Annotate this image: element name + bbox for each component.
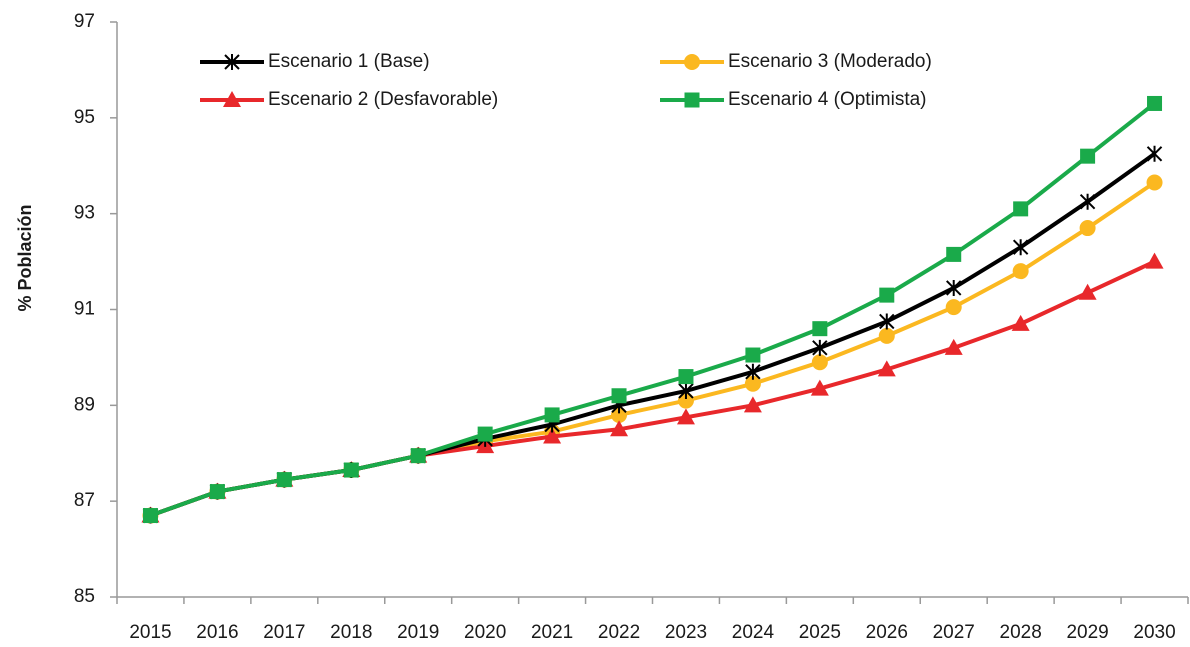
x-tick-label: 2022 <box>598 622 640 643</box>
marker <box>879 287 895 303</box>
y-tick-label: 97 <box>74 11 95 32</box>
marker <box>611 406 628 423</box>
series-line <box>149 101 1156 518</box>
marker <box>946 279 962 296</box>
marker <box>684 54 700 70</box>
legend-label: Escenario 4 (Optimista) <box>728 89 927 110</box>
y-tick-label: 85 <box>74 586 95 607</box>
marker <box>543 427 562 444</box>
marker <box>678 369 694 385</box>
marker <box>877 360 896 377</box>
marker <box>1079 220 1096 237</box>
legend-item: Escenario 3 (Moderado) <box>660 51 932 72</box>
y-tick-label: 91 <box>74 299 95 320</box>
y-axis-label: % Población <box>15 204 35 311</box>
x-tick-label: 2026 <box>866 622 908 643</box>
marker <box>610 420 629 437</box>
marker <box>879 313 895 330</box>
marker <box>410 448 426 464</box>
marker <box>343 462 359 478</box>
x-tick-label: 2025 <box>799 622 841 643</box>
marker <box>1078 283 1097 300</box>
x-tick-label: 2019 <box>397 622 439 643</box>
legend-item: Escenario 2 (Desfavorable) <box>200 89 498 110</box>
marker <box>945 299 962 316</box>
marker <box>544 407 560 423</box>
marker <box>678 382 694 399</box>
marker <box>276 472 292 488</box>
y-tick-label: 87 <box>74 490 95 511</box>
marker <box>878 327 895 344</box>
marker <box>1012 239 1029 256</box>
marker <box>224 54 240 70</box>
x-tick-label: 2028 <box>1000 622 1042 643</box>
marker <box>944 338 963 355</box>
marker <box>1147 95 1163 111</box>
x-tick-label: 2029 <box>1066 622 1108 643</box>
legend-item: Escenario 1 (Base) <box>200 51 430 72</box>
marker <box>743 396 762 413</box>
marker <box>1145 252 1164 269</box>
legend-label: Escenario 2 (Desfavorable) <box>268 89 498 110</box>
marker <box>142 508 158 524</box>
legend-label: Escenario 1 (Base) <box>268 51 430 72</box>
legend-item: Escenario 4 (Optimista) <box>660 89 927 110</box>
marker <box>1146 174 1163 191</box>
marker <box>1146 145 1163 162</box>
marker <box>810 379 829 396</box>
marker <box>684 92 700 108</box>
marker <box>1011 314 1030 331</box>
x-tick-label: 2018 <box>330 622 372 643</box>
marker <box>1012 263 1029 280</box>
y-tick-label: 89 <box>74 394 95 415</box>
x-tick-label: 2020 <box>464 622 506 643</box>
x-tick-label: 2027 <box>933 622 975 643</box>
x-tick-label: 2015 <box>129 622 171 643</box>
marker <box>745 363 761 380</box>
y-tick-label: 93 <box>74 203 95 224</box>
legend-label: Escenario 3 (Moderado) <box>728 51 932 72</box>
series-line <box>149 152 1156 518</box>
x-tick-label: 2017 <box>263 622 305 643</box>
y-tick-label: 95 <box>74 107 95 128</box>
marker <box>1079 193 1096 210</box>
marker <box>223 91 241 107</box>
x-tick-label: 2023 <box>665 622 707 643</box>
marker <box>209 484 225 500</box>
x-tick-label: 2016 <box>196 622 238 643</box>
marker <box>946 246 962 262</box>
x-tick-label: 2024 <box>732 622 775 643</box>
marker <box>812 339 828 356</box>
marker <box>611 388 627 404</box>
marker <box>1013 201 1029 217</box>
x-tick-label: 2021 <box>531 622 573 643</box>
marker <box>676 408 695 425</box>
marker <box>1080 148 1096 164</box>
series-line <box>149 180 1156 518</box>
x-tick-label: 2030 <box>1133 622 1175 643</box>
marker <box>744 375 761 392</box>
marker <box>677 392 694 409</box>
marker <box>811 354 828 371</box>
marker <box>812 321 828 337</box>
marker <box>477 426 493 442</box>
marker <box>745 347 761 363</box>
